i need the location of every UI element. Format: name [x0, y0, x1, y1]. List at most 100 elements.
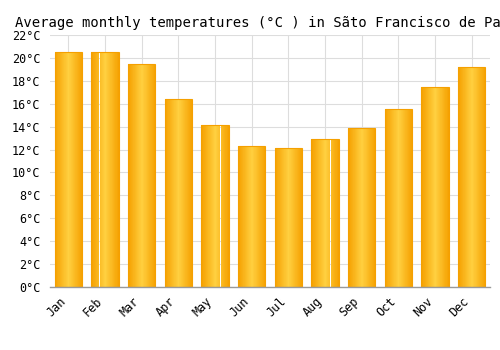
Bar	[144, 64, 145, 287]
Bar	[468, 67, 469, 287]
Bar	[95, 52, 96, 287]
Bar	[424, 86, 425, 287]
Bar	[222, 126, 223, 287]
Bar	[361, 128, 362, 287]
Bar	[311, 139, 312, 287]
Bar	[387, 110, 388, 287]
Bar	[219, 126, 220, 287]
Bar	[201, 126, 202, 287]
Bar	[283, 148, 284, 287]
Bar	[288, 148, 289, 287]
Bar	[191, 99, 192, 287]
Bar	[164, 99, 192, 287]
Bar	[136, 64, 138, 287]
Bar	[115, 52, 116, 287]
Bar	[330, 139, 331, 287]
Bar	[410, 110, 411, 287]
Bar	[176, 99, 177, 287]
Bar	[425, 86, 426, 287]
Bar	[442, 86, 444, 287]
Bar	[220, 126, 221, 287]
Bar	[292, 148, 294, 287]
Bar	[239, 146, 240, 287]
Bar	[128, 64, 129, 287]
Bar	[250, 146, 251, 287]
Bar	[65, 52, 66, 287]
Bar	[408, 110, 409, 287]
Bar	[317, 139, 318, 287]
Bar	[246, 146, 248, 287]
Bar	[204, 126, 205, 287]
Bar	[363, 128, 364, 287]
Bar	[245, 146, 246, 287]
Bar	[185, 99, 186, 287]
Bar	[244, 146, 245, 287]
Bar	[101, 52, 102, 287]
Bar	[406, 110, 407, 287]
Bar	[348, 128, 376, 287]
Bar	[262, 146, 263, 287]
Bar	[465, 67, 466, 287]
Bar	[349, 128, 350, 287]
Bar	[75, 52, 76, 287]
Bar	[216, 126, 217, 287]
Bar	[422, 86, 423, 287]
Bar	[280, 148, 281, 287]
Bar	[201, 126, 229, 287]
Bar	[145, 64, 146, 287]
Bar	[71, 52, 72, 287]
Bar	[290, 148, 291, 287]
Bar	[60, 52, 61, 287]
Bar	[227, 126, 228, 287]
Bar	[98, 52, 99, 287]
Bar	[55, 52, 56, 287]
Bar	[336, 139, 337, 287]
Bar	[354, 128, 355, 287]
Bar	[118, 52, 119, 287]
Bar	[140, 64, 141, 287]
Bar	[315, 139, 316, 287]
Bar	[350, 128, 351, 287]
Bar	[300, 148, 301, 287]
Bar	[441, 86, 442, 287]
Bar	[279, 148, 280, 287]
Bar	[321, 139, 322, 287]
Bar	[291, 148, 292, 287]
Bar	[56, 52, 57, 287]
Bar	[62, 52, 63, 287]
Bar	[372, 128, 373, 287]
Bar	[400, 110, 401, 287]
Bar	[446, 86, 447, 287]
Bar	[396, 110, 397, 287]
Bar	[209, 126, 210, 287]
Bar	[351, 128, 352, 287]
Bar	[297, 148, 298, 287]
Bar	[112, 52, 113, 287]
Bar	[214, 126, 215, 287]
Bar	[223, 126, 224, 287]
Bar	[148, 64, 149, 287]
Bar	[80, 52, 81, 287]
Bar	[435, 86, 436, 287]
Bar	[429, 86, 430, 287]
Bar	[358, 128, 359, 287]
Bar	[218, 126, 219, 287]
Bar	[472, 67, 473, 287]
Bar	[66, 52, 67, 287]
Bar	[207, 126, 208, 287]
Bar	[106, 52, 107, 287]
Bar	[423, 86, 424, 287]
Bar	[264, 146, 265, 287]
Bar	[314, 139, 315, 287]
Bar	[177, 99, 178, 287]
Bar	[471, 67, 472, 287]
Bar	[182, 99, 184, 287]
Bar	[407, 110, 408, 287]
Bar	[128, 64, 156, 287]
Bar	[206, 126, 207, 287]
Bar	[352, 128, 353, 287]
Bar	[252, 146, 253, 287]
Bar	[178, 99, 179, 287]
Bar	[437, 86, 438, 287]
Bar	[431, 86, 432, 287]
